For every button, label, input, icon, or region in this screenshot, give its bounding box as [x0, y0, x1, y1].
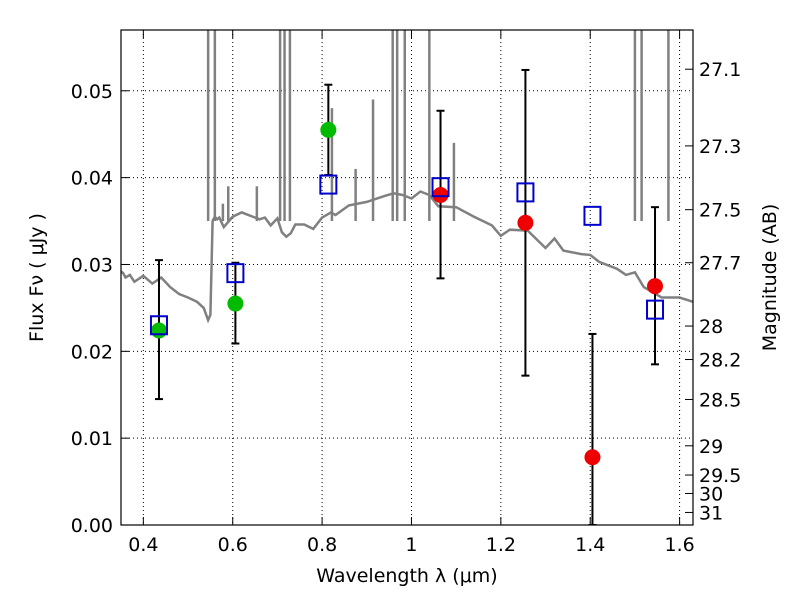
data-point [150, 322, 167, 339]
y2-tick-label: 28 [699, 316, 723, 338]
y2-axis-label: Magnitude (AB) [759, 204, 781, 352]
y2-tick-label: 27.7 [699, 253, 741, 275]
y2-tick-label: 29 [699, 436, 723, 458]
data-point [320, 121, 337, 138]
data-point [227, 295, 244, 312]
tick-labels: 0.4 0.6 0.8 1 1.2 1.4 1.6 0.00 0.01 0.02 0.03 0.04 0… [71, 59, 742, 556]
model-photometry-point [431, 177, 450, 198]
y2-tick-label: 28.5 [699, 389, 741, 411]
model-photometry-point [583, 205, 602, 226]
axis-labels: Wavelength λ (μm) Flux Fν ( μJy ) Magnitud… [26, 204, 781, 587]
grid-lines [121, 30, 693, 526]
y-tick-label: 0.03 [71, 254, 113, 276]
data-point [584, 449, 601, 466]
y2-tick-label: 27.5 [699, 200, 741, 222]
model-spectrum [121, 30, 693, 324]
y-tick-label: 0.04 [71, 168, 113, 190]
model-spectrum-line [121, 190, 693, 324]
x-tick-label: 0.4 [128, 534, 158, 556]
data-point [517, 214, 534, 231]
axes-frame [120, 29, 694, 526]
y2-tick-label: 28.2 [699, 350, 741, 372]
y-tick-label: 0.02 [71, 341, 113, 363]
model-photometry-point [149, 315, 168, 336]
data-point [647, 278, 664, 295]
x-tick-label: 1.6 [664, 534, 694, 556]
model-photometry-point [646, 299, 665, 320]
y-tick-label: 0.01 [71, 428, 113, 450]
y-tick-label: 0.00 [71, 515, 113, 537]
data-point [432, 187, 449, 203]
model-photometry-point [516, 182, 535, 203]
plot-frame [120, 29, 694, 526]
x-tick-label: 1.2 [486, 534, 516, 556]
x-tick-label: 1.4 [575, 534, 605, 556]
x-tick-label: 0.6 [218, 534, 248, 556]
y2-tick-label: 30 [699, 483, 723, 505]
tick-marks [121, 30, 693, 526]
x-tick-label: 0.8 [307, 534, 337, 556]
y2-tick-label: 27.1 [699, 59, 741, 81]
y-axis-label: Flux Fν ( μJy ) [26, 213, 48, 342]
y-tick-label: 0.05 [71, 81, 113, 103]
model-photometry-point [226, 263, 245, 284]
y2-tick-label: 29.5 [699, 465, 741, 487]
data-points [149, 121, 665, 466]
model-photometry-point [319, 174, 338, 195]
y2-tick-label: 31 [699, 502, 723, 524]
y2-tick-label: 27.3 [699, 136, 741, 158]
x-tick-label: 1 [405, 534, 417, 556]
x-axis-label: Wavelength λ (μm) [316, 565, 497, 587]
